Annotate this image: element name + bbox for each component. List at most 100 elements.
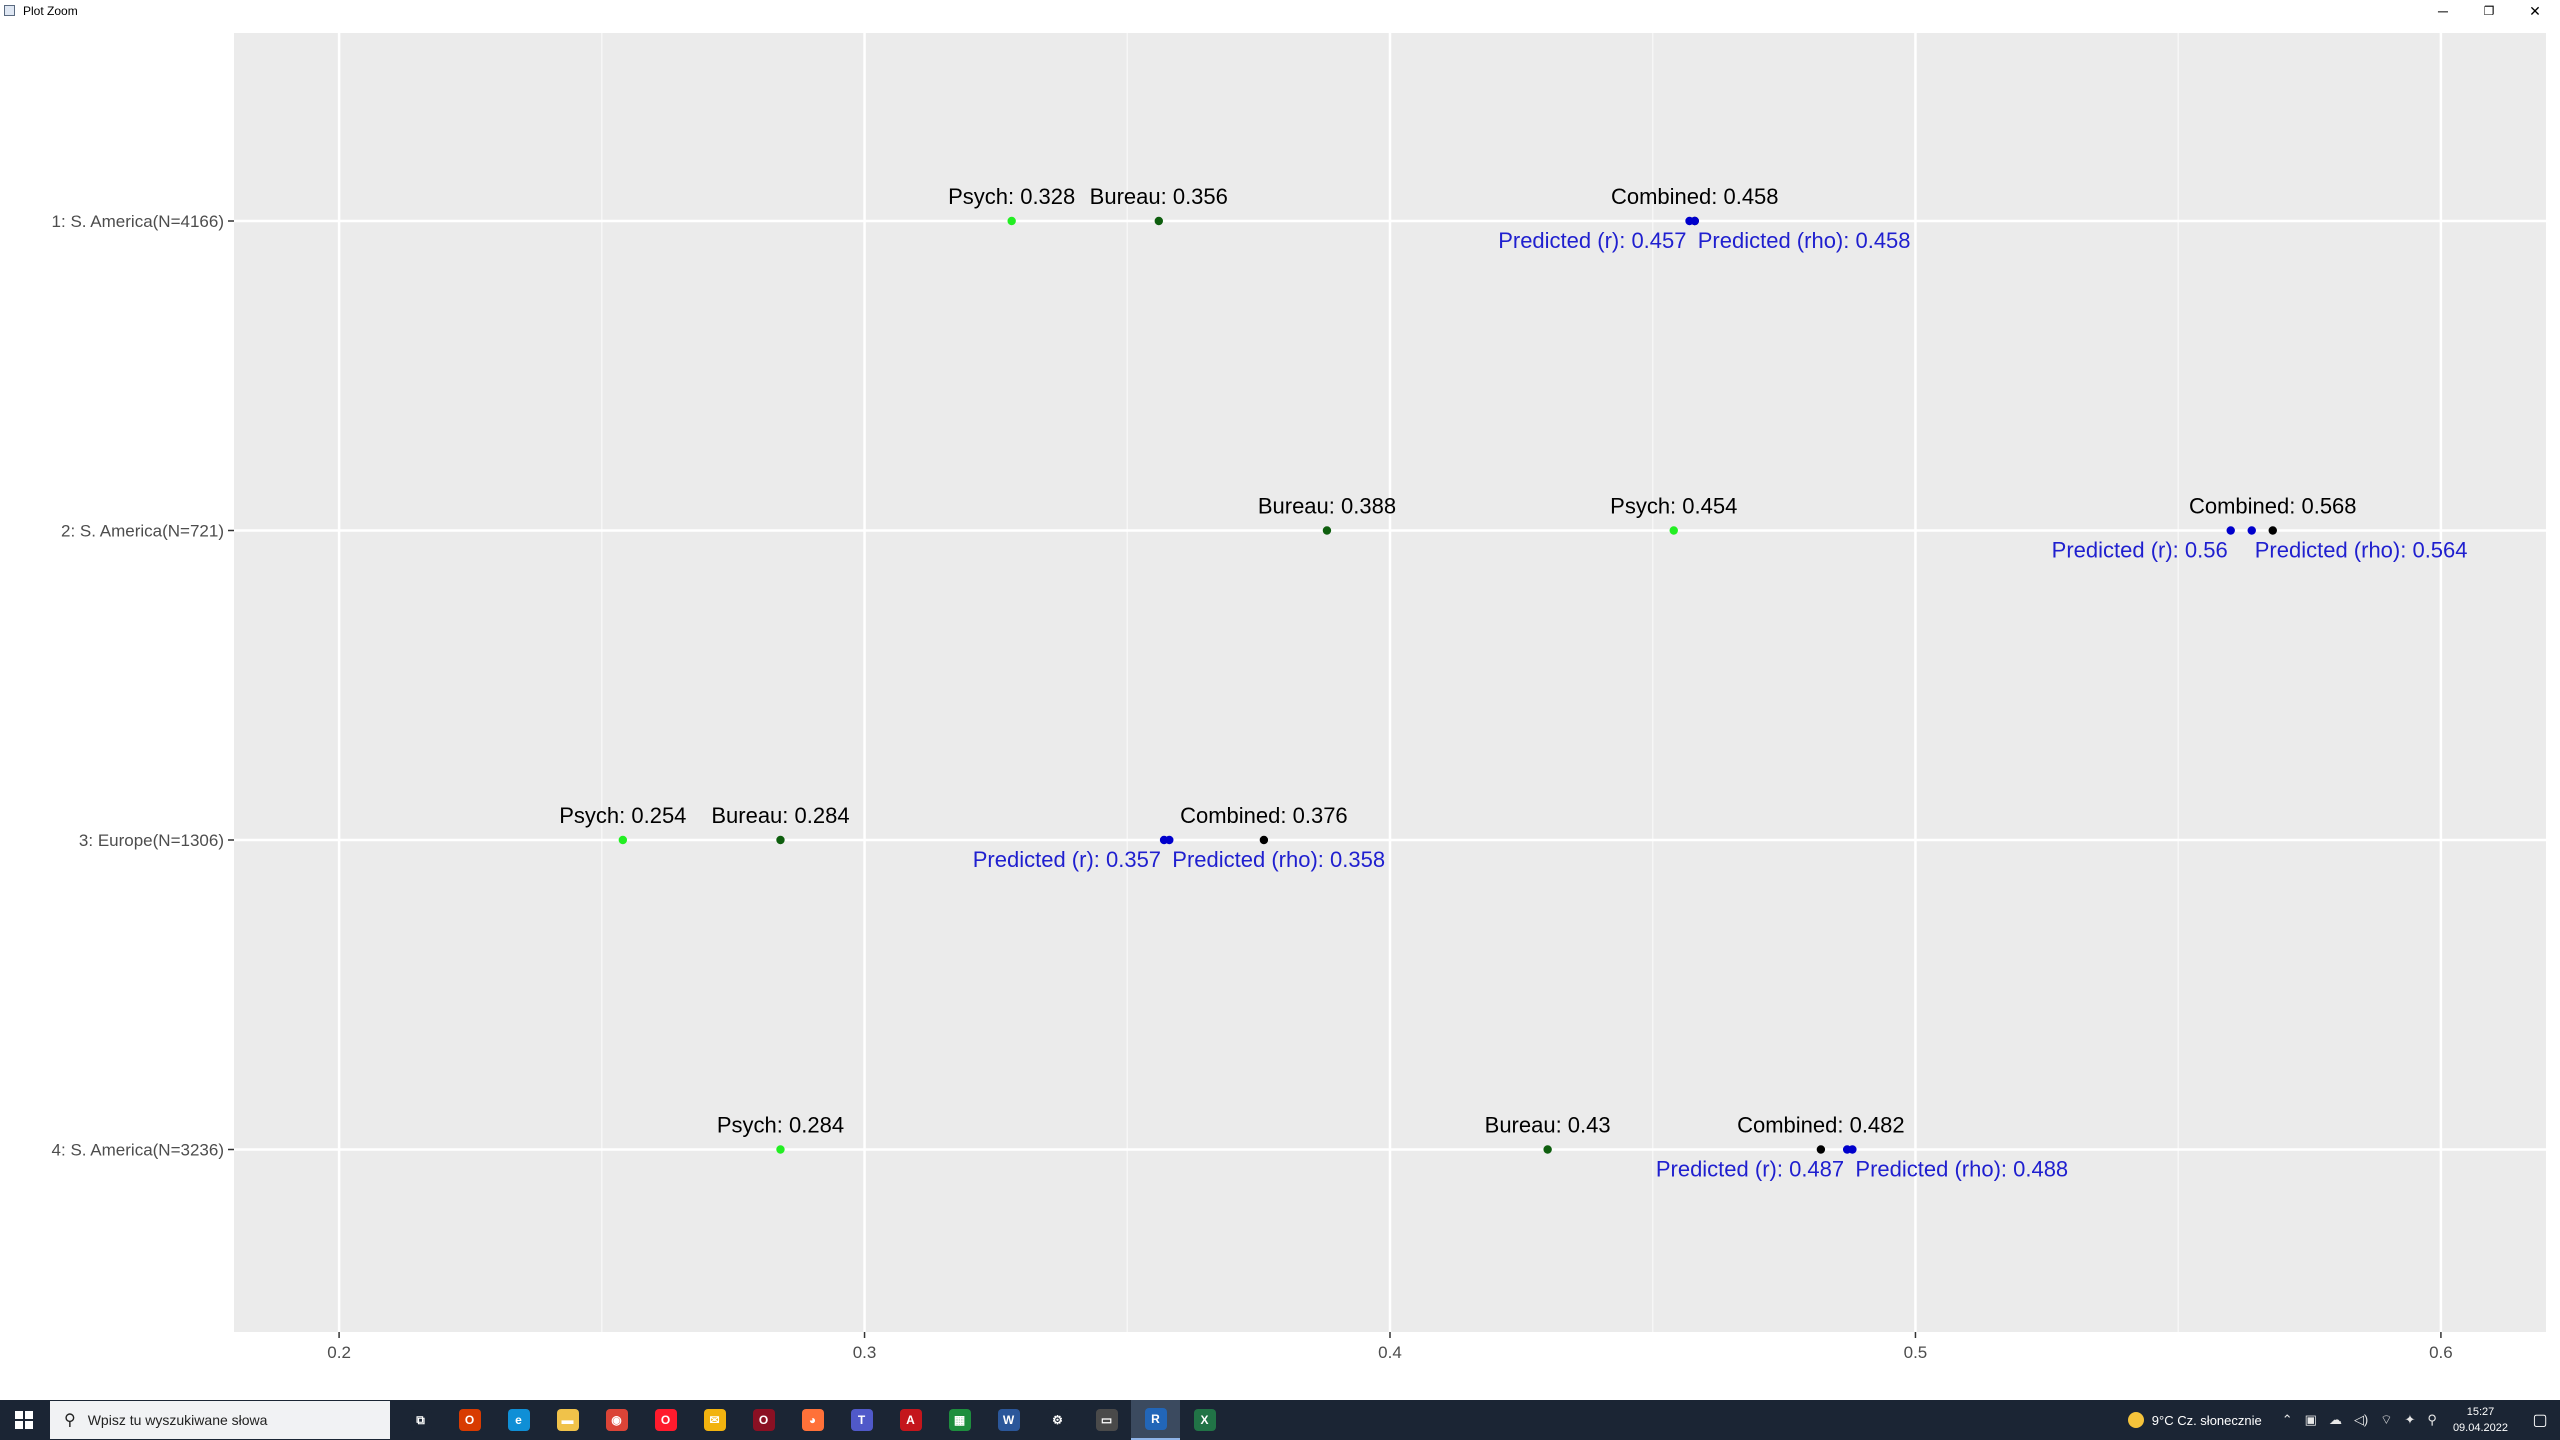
data-label: Predicted (rho): 0.564 [2255, 538, 2468, 563]
notification-icon: ▢ [2532, 1412, 2548, 1429]
tray-icon-4[interactable]: ⌔ [2380, 1412, 2393, 1427]
data-label: Predicted (rho): 0.488 [1855, 1157, 2068, 1182]
data-label: Psych: 0.284 [717, 1113, 844, 1138]
taskbar-app-opera[interactable]: O [641, 1400, 690, 1440]
taskbar-app-outlook[interactable]: ✉ [690, 1400, 739, 1440]
tray-icon-2[interactable]: ☁ [2328, 1412, 2342, 1427]
task-view-icon: ⧉ [409, 1409, 432, 1431]
taskbar-app-opera-gx[interactable]: O [739, 1400, 788, 1440]
clock-time: 15:27 [2466, 1406, 2495, 1418]
search-icon: ⚲ [64, 1412, 76, 1429]
excel-icon: X [1193, 1409, 1216, 1431]
taskbar-app-task-view[interactable]: ⧉ [396, 1400, 445, 1440]
psych-point [1669, 526, 1678, 535]
terminal-icon: ▭ [1095, 1409, 1118, 1431]
data-label: Combined: 0.568 [2189, 494, 2357, 519]
notification-center-button[interactable]: ▢ [2520, 1400, 2560, 1440]
tray-icons: ⌃ ▣ ☁ ◁) ⌔ ✦ ⚲ [2276, 1412, 2443, 1428]
y-category-label: 2: S. America(N=721) [61, 522, 224, 541]
taskbar-search-box[interactable]: ⚲ Wpisz tu wyszukiwane słowa [50, 1401, 390, 1439]
search-placeholder: Wpisz tu wyszukiwane słowa [87, 1412, 268, 1428]
weather-sun-icon [2127, 1412, 2144, 1428]
tray-icon-1[interactable]: ▣ [2304, 1412, 2317, 1427]
outlook-icon: ✉ [703, 1409, 726, 1431]
window-titlebar: Plot Zoom ─ ❐ ✕ [0, 0, 2560, 22]
data-label: Predicted (r): 0.457 [1498, 228, 1686, 253]
data-label: Predicted (rho): 0.458 [1698, 228, 1911, 253]
file-explorer-icon: ▬ [556, 1409, 579, 1431]
clock[interactable]: 15:27 09.04.2022 [2453, 1404, 2508, 1436]
chrome-icon: ◉ [605, 1409, 628, 1431]
data-label: Bureau: 0.356 [1090, 184, 1228, 209]
weather-text: 9°C Cz. słonecznie [2151, 1412, 2262, 1428]
data-label: Psych: 0.254 [559, 803, 686, 828]
word-icon: W [997, 1409, 1020, 1431]
taskbar-app-teams[interactable]: T [837, 1400, 886, 1440]
data-label: Combined: 0.376 [1180, 803, 1348, 828]
bureau-point [1543, 1145, 1552, 1154]
data-label: Predicted (r): 0.487 [1656, 1157, 1844, 1182]
predicted-r-point [2226, 526, 2235, 535]
psych-point [1007, 216, 1016, 226]
window-title: Plot Zoom [23, 4, 78, 18]
combined-point [1259, 835, 1269, 845]
combined-point [1816, 1145, 1826, 1154]
tray-icon-0[interactable]: ⌃ [2281, 1412, 2293, 1427]
data-label: Bureau: 0.284 [711, 803, 849, 828]
sheets-icon: ▦ [948, 1409, 971, 1431]
x-tick-label: 0.6 [2429, 1343, 2453, 1362]
x-tick-label: 0.5 [1904, 1343, 1928, 1362]
taskbar-app-settings[interactable]: ⚙ [1033, 1400, 1082, 1440]
psych-point [618, 835, 628, 845]
taskbar-app-firefox[interactable]: ◕ [788, 1400, 837, 1440]
edge-icon: e [507, 1409, 530, 1431]
predicted-rho-point [1690, 216, 1699, 226]
start-button[interactable] [0, 1400, 48, 1440]
minimize-button[interactable]: ─ [2438, 3, 2448, 19]
taskbar-app-terminal[interactable]: ▭ [1082, 1400, 1131, 1440]
tray-icon-5[interactable]: ✦ [2404, 1412, 2416, 1427]
opera-icon: O [654, 1409, 677, 1431]
taskbar-app-r-app[interactable]: R [1131, 1400, 1180, 1440]
taskbar-app-office[interactable]: O [445, 1400, 494, 1440]
close-button[interactable]: ✕ [2529, 2, 2541, 19]
taskbar-app-acrobat[interactable]: A [886, 1400, 935, 1440]
data-label: Psych: 0.454 [1610, 494, 1737, 519]
teams-icon: T [850, 1409, 873, 1431]
taskbar-app-sheets[interactable]: ▦ [935, 1400, 984, 1440]
data-label: Predicted (r): 0.357 [973, 847, 1161, 872]
taskbar-app-excel[interactable]: X [1180, 1400, 1229, 1440]
data-label: Bureau: 0.43 [1485, 1113, 1611, 1138]
data-label: Psych: 0.328 [948, 184, 1075, 209]
bureau-point [1154, 216, 1164, 226]
tray-icon-6[interactable]: ⚲ [2427, 1412, 2437, 1427]
taskbar-app-file-explorer[interactable]: ▬ [543, 1400, 592, 1440]
predicted-rho-point [1165, 835, 1174, 845]
x-tick-label: 0.4 [1378, 1343, 1402, 1362]
data-label: Predicted (rho): 0.358 [1172, 847, 1385, 872]
opera-gx-icon: O [752, 1409, 775, 1431]
taskbar-app-chrome[interactable]: ◉ [592, 1400, 641, 1440]
weather-widget[interactable]: 9°C Cz. słonecznie [2127, 1412, 2262, 1428]
x-tick-label: 0.2 [327, 1343, 351, 1362]
office-icon: O [458, 1409, 481, 1431]
tray-icon-3[interactable]: ◁) [2353, 1412, 2369, 1427]
predicted-rho-point [1848, 1145, 1857, 1154]
restore-button[interactable]: ❐ [2483, 4, 2495, 18]
system-tray: 9°C Cz. słonecznie ⌃ ▣ ☁ ◁) ⌔ ✦ ⚲ 15:27 09.04.… [2127, 1400, 2560, 1440]
taskbar-app-word[interactable]: W [984, 1400, 1033, 1440]
acrobat-icon: A [899, 1409, 922, 1431]
psych-point [776, 1145, 785, 1154]
bureau-point [1322, 526, 1332, 535]
data-label: Predicted (r): 0.56 [2052, 538, 2228, 563]
combined-point [2268, 526, 2277, 535]
taskbar-app-edge[interactable]: e [494, 1400, 543, 1440]
y-category-label: 1: S. America(N=4166) [52, 212, 224, 231]
firefox-icon: ◕ [801, 1409, 824, 1431]
y-category-label: 4: S. America(N=3236) [52, 1141, 224, 1160]
data-label: Combined: 0.458 [1611, 184, 1779, 209]
windows-logo-icon [15, 1411, 33, 1429]
y-category-label: 3: Europe(N=1306) [79, 831, 224, 850]
plot-zoom-app-icon [4, 5, 15, 16]
